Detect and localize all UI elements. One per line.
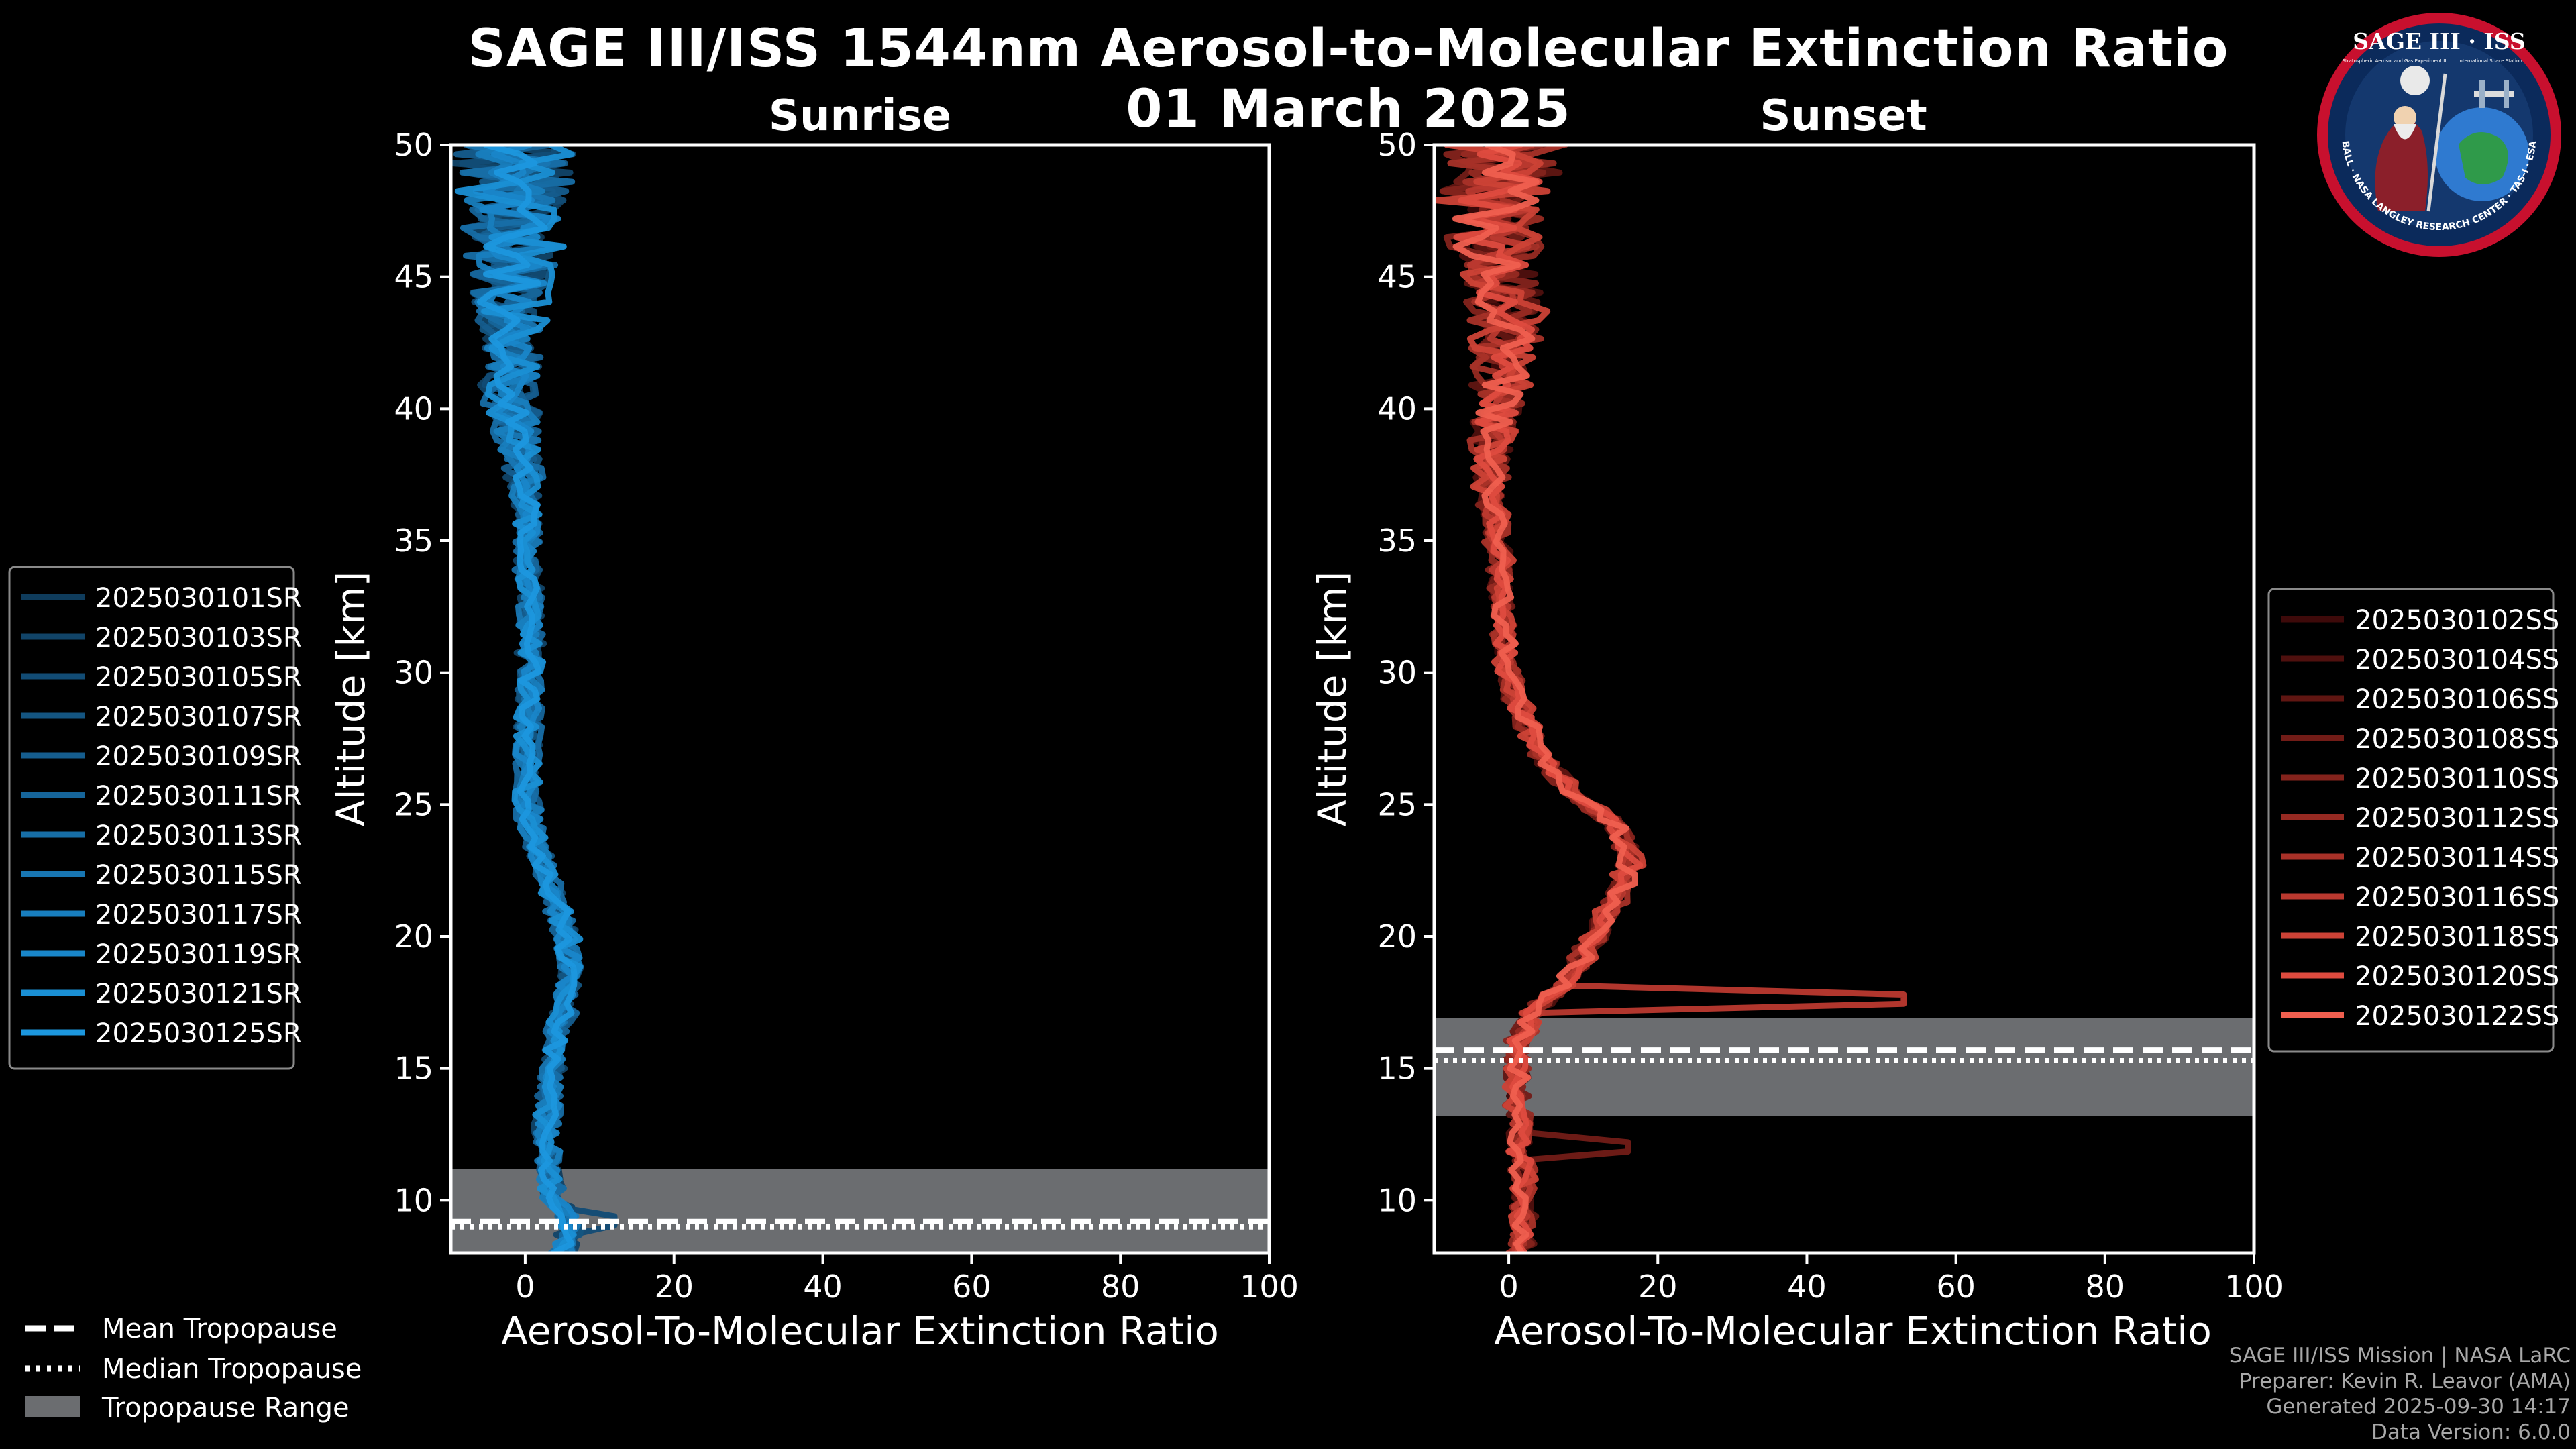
legend-label: 2025030105SR	[95, 662, 302, 693]
panel-title: Sunset	[1760, 91, 1927, 141]
legend-label: 2025030107SR	[95, 702, 302, 733]
legend-label: 2025030103SR	[95, 623, 302, 653]
x-tick-label: 20	[654, 1269, 694, 1305]
logo-subtitle-right: International Space Station	[2458, 58, 2522, 64]
y-tick-label: 40	[1377, 390, 1417, 427]
x-tick-label: 40	[803, 1269, 843, 1305]
x-tick-label: 40	[1787, 1269, 1827, 1305]
y-tick-label: 10	[1377, 1182, 1417, 1218]
legend-label: 2025030104SS	[2355, 645, 2559, 676]
credit-generated: Generated 2025-09-30 14:17	[2266, 1395, 2571, 1419]
credit-version: Data Version: 6.0.0	[2371, 1420, 2571, 1444]
y-tick-label: 35	[1377, 523, 1417, 559]
y-tick-label: 45	[1377, 259, 1417, 295]
legend-label: 2025030121SR	[95, 979, 302, 1010]
y-tick-label: 25	[394, 786, 433, 822]
legend-label: 2025030112SS	[2355, 803, 2559, 834]
legend-label: 2025030117SR	[95, 900, 302, 930]
tropopause-median-label: Median Tropopause	[102, 1354, 362, 1385]
y-tick-label: 15	[1377, 1051, 1417, 1087]
moon-icon	[2400, 66, 2430, 95]
sunset-legend: 2025030102SS 2025030104SS 2025030106SS 2025…	[2267, 588, 2559, 1053]
legend-label: 2025030106SS	[2355, 684, 2559, 715]
tropopause-legend: Mean Tropopause Median Tropopause Tropopau…	[25, 1313, 362, 1424]
credits-block: SAGE III/ISS Mission | NASA LaRC Prepare…	[2229, 1343, 2571, 1445]
y-tick-label: 30	[1377, 655, 1417, 691]
y-axis-label: Altitude [km]	[328, 572, 374, 826]
credit-preparer: Preparer: Kevin R. Leavor (AMA)	[2239, 1369, 2571, 1393]
logo-title: SAGE III · ISS	[2353, 28, 2525, 54]
y-tick-label: 10	[394, 1182, 433, 1218]
y-tick-label: 50	[1377, 127, 1417, 163]
plot-frame	[1432, 143, 2256, 1255]
credit-mission: SAGE III/ISS Mission | NASA LaRC	[2229, 1344, 2571, 1368]
sunrise-legend: 2025030101SR 2025030103SR 2025030105SR 2025…	[8, 566, 302, 1070]
profile-line-2025030120SS	[1453, 145, 1644, 1253]
legend-label: 2025030109SR	[95, 741, 302, 772]
x-tick-label: 100	[1240, 1269, 1299, 1305]
x-tick-label: 80	[2086, 1269, 2125, 1305]
legend-label: 2025030110SS	[2355, 763, 2559, 794]
legend-label: 2025030102SS	[2355, 605, 2559, 636]
legend-label: 2025030108SS	[2355, 724, 2559, 755]
y-tick-label: 20	[394, 918, 433, 955]
x-axis-label: Aerosol-To-Molecular Extinction Ratio	[1494, 1308, 2212, 1354]
y-tick-label: 50	[394, 127, 433, 163]
tropopause-range-label: Tropopause Range	[101, 1393, 350, 1424]
x-tick-label: 60	[952, 1269, 991, 1305]
tropopause-mean-label: Mean Tropopause	[102, 1313, 337, 1344]
profile-line-2025030122SS	[1452, 145, 1638, 1253]
x-tick-label: 0	[515, 1269, 535, 1305]
sunset-panel: Sunset 0 20 40 60 80 100 10 15 20 25 30 35 40 45 50 Aero…	[1309, 91, 2284, 1354]
x-tick-label: 60	[1936, 1269, 1976, 1305]
y-tick-label: 35	[394, 523, 433, 559]
legend-label: 2025030118SS	[2355, 922, 2559, 953]
y-tick-label: 15	[394, 1051, 433, 1087]
legend-label: 2025030111SR	[95, 781, 302, 812]
legend-label: 2025030115SR	[95, 860, 302, 891]
legend-label: 2025030113SR	[95, 820, 302, 851]
legend-box	[8, 566, 295, 1070]
profile-line-2025030125SR	[476, 145, 578, 1253]
x-axis-label: Aerosol-To-Molecular Extinction Ratio	[501, 1308, 1219, 1354]
sage-iii-iss-mission-logo: SAGE III · ISS Stratospheric Aerosol and…	[2317, 13, 2561, 257]
tropopause-range-band	[1434, 1018, 2254, 1116]
legend-label: 2025030122SS	[2355, 1001, 2559, 1032]
legend-label: 2025030119SR	[95, 939, 302, 970]
y-axis-label: Altitude [km]	[1309, 572, 1355, 826]
x-tick-label: 100	[2224, 1269, 2284, 1305]
legend-label: 2025030116SS	[2355, 882, 2559, 913]
y-tick-label: 25	[1377, 786, 1417, 822]
panel-title: Sunrise	[769, 91, 951, 141]
y-tick-label: 20	[1377, 918, 1417, 955]
x-tick-label: 0	[1499, 1269, 1518, 1305]
legend-label: 2025030101SR	[95, 583, 302, 614]
chart-title: SAGE III/ISS 1544nm Aerosol-to-Molecular…	[468, 19, 2229, 79]
tropopause-range-swatch	[25, 1396, 80, 1417]
legend-label: 2025030120SS	[2355, 961, 2559, 992]
plot-frame	[449, 143, 1271, 1255]
x-tick-label: 20	[1638, 1269, 1678, 1305]
sunrise-panel: Sunrise 0 20 40 60 80 100 10 15 20 25 30 35 40 45 50 Aer…	[328, 91, 1299, 1354]
y-tick-label: 45	[394, 259, 433, 295]
iss-icon	[2474, 80, 2514, 108]
y-tick-label: 30	[394, 655, 433, 691]
figure-icon	[2375, 119, 2428, 211]
x-tick-label: 80	[1101, 1269, 1140, 1305]
logo-subtitle-left: Stratospheric Aerosol and Gas Experiment…	[2342, 58, 2447, 64]
y-tick-label: 40	[394, 390, 433, 427]
chart-date: 01 March 2025	[1126, 79, 1571, 140]
legend-label: 2025030125SR	[95, 1018, 302, 1049]
legend-label: 2025030114SS	[2355, 843, 2559, 873]
